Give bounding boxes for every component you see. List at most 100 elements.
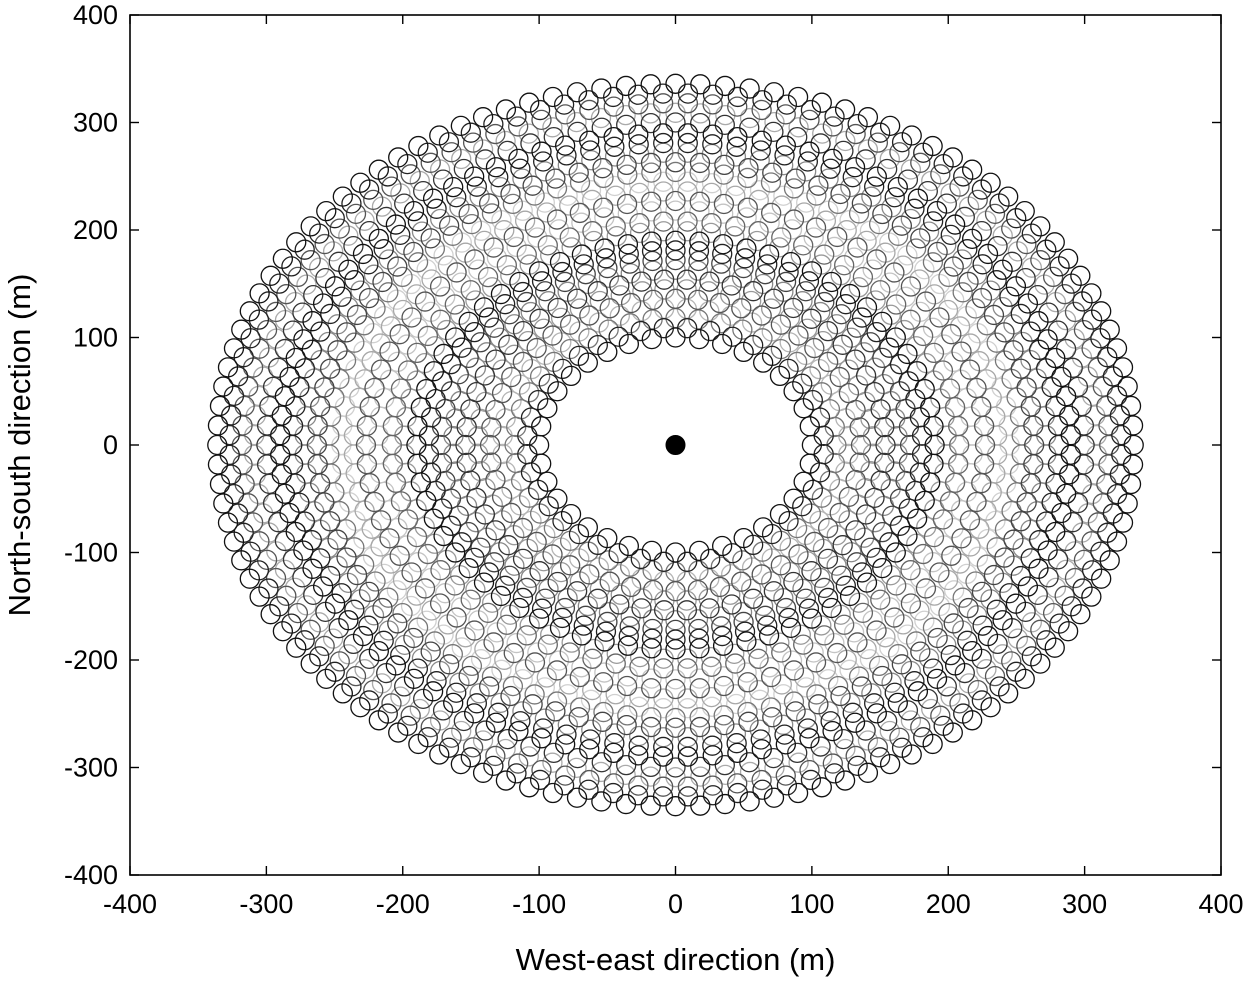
data-point [547,381,568,402]
data-point [465,579,486,600]
data-point [879,532,900,553]
data-point [554,597,576,619]
data-point [368,444,389,465]
data-point [1086,444,1107,465]
data-point [689,201,710,222]
data-point [1070,265,1091,286]
ring-272m [294,142,1057,748]
data-point [770,530,792,552]
data-point [937,299,959,321]
data-point [472,107,494,128]
data-point [929,595,951,617]
data-point [552,358,573,380]
data-point [580,729,601,750]
data-point [1099,550,1120,571]
data-point [1081,586,1102,607]
data-point [485,157,507,178]
data-point [792,496,813,517]
data-point [781,219,803,240]
data-point [309,257,330,278]
data-point [845,520,866,541]
data-point [400,273,422,295]
data-point [909,462,930,483]
data-point [748,648,769,669]
data-point [857,107,879,128]
data-point [906,533,927,554]
data-point [338,225,359,246]
data-point [583,230,605,252]
data-point [491,486,513,507]
data-point [1112,357,1134,378]
data-point [256,415,278,436]
data-point [336,322,357,343]
data-point [473,297,495,318]
data-point [980,697,1001,718]
data-point [618,333,640,355]
data-point [400,595,422,617]
data-point [531,598,553,619]
data-point [641,540,662,562]
data-point [641,707,662,728]
data-point [690,74,711,95]
data-point [370,510,392,531]
data-point [1020,321,1041,342]
data-point [453,158,474,180]
data-point [760,172,782,193]
data-point [743,281,764,302]
data-point [440,354,462,375]
data-point [296,595,317,616]
data-point [877,710,898,732]
data-point [605,653,626,674]
data-point [715,764,736,785]
data-point [783,660,805,681]
data-point [799,759,820,781]
data-point [430,560,451,581]
data-point [824,236,845,258]
data-point [971,690,993,711]
data-point [535,281,556,302]
data-point [296,463,317,484]
data-point [245,464,266,485]
data-point [801,608,823,629]
data-point [751,769,772,791]
data-point [924,434,945,456]
data-point [944,397,966,418]
data-point [998,454,1019,475]
data-point [992,572,1013,593]
data-point [559,642,580,663]
data-point [821,271,842,293]
data-point [952,282,973,303]
data-point [1122,454,1144,475]
data-point [331,286,352,307]
data-point [598,319,619,340]
data-point [888,225,909,246]
data-point [421,462,442,483]
data-point [424,631,446,652]
data-point [818,701,839,722]
data-point [566,288,588,309]
data-point [712,635,734,656]
data-point [757,254,778,275]
data-point [976,659,997,680]
data-point [497,728,518,750]
data-point [665,639,686,660]
data-point [282,549,304,570]
data-point [504,314,525,335]
data-point [967,189,988,211]
data-point [382,415,404,437]
data-point [631,568,652,590]
data-point [422,681,444,702]
data-point [374,387,395,409]
data-point [392,569,414,591]
data-point [690,756,711,778]
data-point [502,675,524,697]
data-point [889,354,911,375]
data-point [769,632,790,653]
data-point [739,107,761,129]
data-point [597,611,618,633]
data-point [927,627,948,649]
data-point [1122,415,1144,436]
data-point [498,535,519,556]
data-point [531,271,553,292]
data-point [817,351,839,373]
